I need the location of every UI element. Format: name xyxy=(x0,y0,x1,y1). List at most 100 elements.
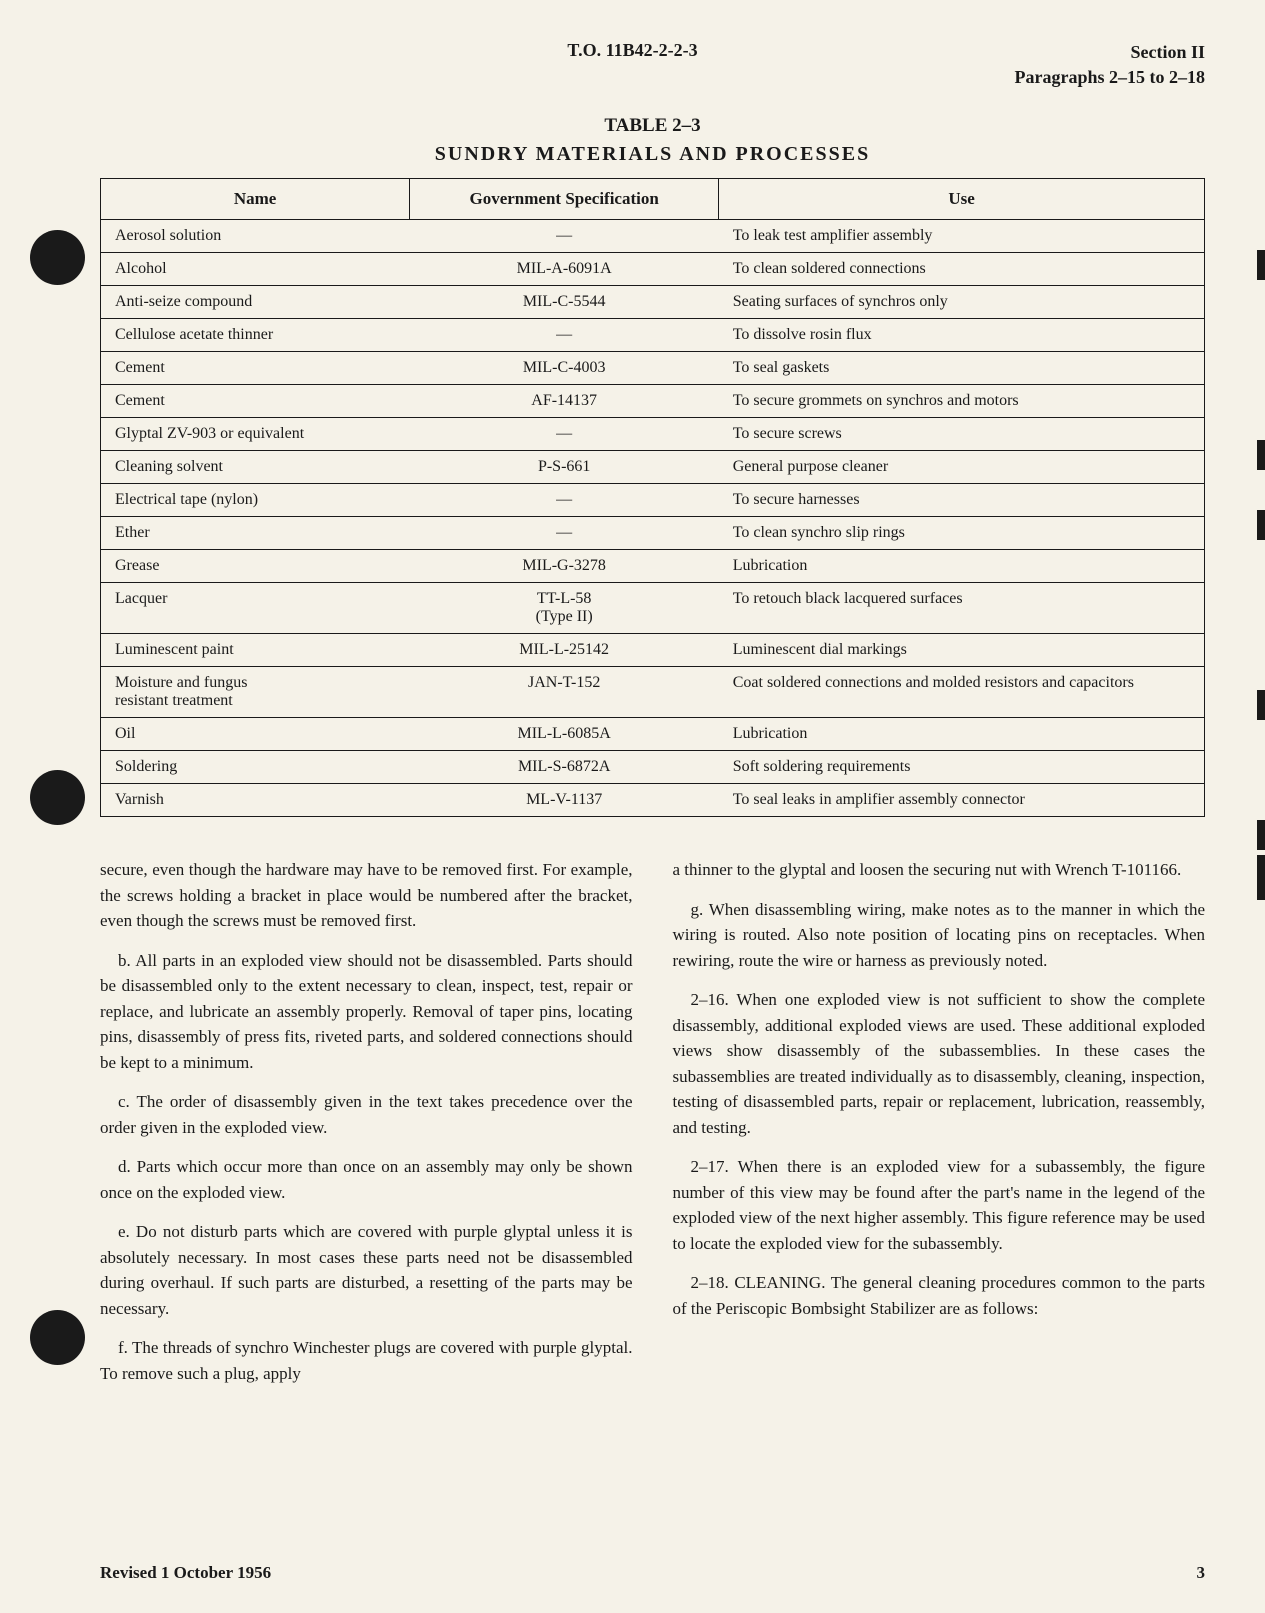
table-row: VarnishML-V-1137To seal leaks in amplifi… xyxy=(101,784,1205,817)
edge-mark xyxy=(1257,250,1265,280)
table-row: Anti-seize compoundMIL-C-5544Seating sur… xyxy=(101,286,1205,319)
table-cell: Luminescent dial markings xyxy=(719,634,1205,667)
table-cell: To dissolve rosin flux xyxy=(719,319,1205,352)
section-label: Section II xyxy=(1015,40,1206,65)
table-cell: To seal leaks in amplifier assembly conn… xyxy=(719,784,1205,817)
left-column: secure, even though the hardware may hav… xyxy=(100,857,633,1400)
body-para: 2–17. When there is an exploded view for… xyxy=(673,1154,1206,1256)
table-row: GreaseMIL-G-3278Lubrication xyxy=(101,550,1205,583)
table-cell: To secure screws xyxy=(719,418,1205,451)
table-row: Ether—To clean synchro slip rings xyxy=(101,517,1205,550)
table-cell: Cellulose acetate thinner xyxy=(101,319,410,352)
table-number: TABLE 2–3 xyxy=(100,115,1205,137)
table-cell: MIL-C-4003 xyxy=(410,352,719,385)
table-cell: ML-V-1137 xyxy=(410,784,719,817)
table-cell: MIL-L-25142 xyxy=(410,634,719,667)
table-row: CementMIL-C-4003To seal gaskets xyxy=(101,352,1205,385)
page-number: 3 xyxy=(1197,1563,1206,1583)
table-cell: Lacquer xyxy=(101,583,410,634)
punch-hole xyxy=(30,1310,85,1365)
table-cell: Anti-seize compound xyxy=(101,286,410,319)
table-cell: Lubrication xyxy=(719,718,1205,751)
table-cell: — xyxy=(410,517,719,550)
table-cell: MIL-S-6872A xyxy=(410,751,719,784)
table-cell: P-S-661 xyxy=(410,451,719,484)
page-footer: Revised 1 October 1956 3 xyxy=(100,1563,1205,1583)
punch-hole xyxy=(30,230,85,285)
body-para: b. All parts in an exploded view should … xyxy=(100,948,633,1076)
table-cell: Lubrication xyxy=(719,550,1205,583)
table-cell: MIL-G-3278 xyxy=(410,550,719,583)
table-header-row: Name Government Specification Use xyxy=(101,179,1205,220)
table-cell: Luminescent paint xyxy=(101,634,410,667)
table-row: Cleaning solventP-S-661General purpose c… xyxy=(101,451,1205,484)
table-cell: — xyxy=(410,484,719,517)
col-header-name: Name xyxy=(101,179,410,220)
table-cell: Grease xyxy=(101,550,410,583)
table-row: LacquerTT-L-58 (Type II)To retouch black… xyxy=(101,583,1205,634)
punch-hole xyxy=(30,770,85,825)
edge-mark xyxy=(1257,510,1265,540)
table-title: SUNDRY MATERIALS AND PROCESSES xyxy=(100,143,1205,166)
body-para: f. The threads of synchro Winchester plu… xyxy=(100,1335,633,1386)
table-row: SolderingMIL-S-6872ASoft soldering requi… xyxy=(101,751,1205,784)
body-para: e. Do not disturb parts which are covere… xyxy=(100,1219,633,1321)
body-para: d. Parts which occur more than once on a… xyxy=(100,1154,633,1205)
table-cell: To leak test amplifier assembly xyxy=(719,220,1205,253)
table-cell: Glyptal ZV-903 or equivalent xyxy=(101,418,410,451)
table-row: Glyptal ZV-903 or equivalent—To secure s… xyxy=(101,418,1205,451)
table-row: Aerosol solution—To leak test amplifier … xyxy=(101,220,1205,253)
body-para: a thinner to the glyptal and loosen the … xyxy=(673,857,1206,883)
table-cell: To clean synchro slip rings xyxy=(719,517,1205,550)
table-cell: Varnish xyxy=(101,784,410,817)
table-cell: Oil xyxy=(101,718,410,751)
table-cell: — xyxy=(410,418,719,451)
body-para: secure, even though the hardware may hav… xyxy=(100,857,633,934)
table-row: Moisture and fungus resistant treatmentJ… xyxy=(101,667,1205,718)
edge-mark xyxy=(1257,855,1265,900)
table-cell: Soldering xyxy=(101,751,410,784)
table-row: CementAF-14137To secure grommets on sync… xyxy=(101,385,1205,418)
table-row: Electrical tape (nylon)—To secure harnes… xyxy=(101,484,1205,517)
body-para: c. The order of disassembly given in the… xyxy=(100,1089,633,1140)
table-cell: — xyxy=(410,319,719,352)
table-cell: Moisture and fungus resistant treatment xyxy=(101,667,410,718)
table-cell: MIL-A-6091A xyxy=(410,253,719,286)
edge-mark xyxy=(1257,440,1265,470)
right-column: a thinner to the glyptal and loosen the … xyxy=(673,857,1206,1400)
table-cell: MIL-C-5544 xyxy=(410,286,719,319)
table-row: Cellulose acetate thinner—To dissolve ro… xyxy=(101,319,1205,352)
col-header-spec: Government Specification xyxy=(410,179,719,220)
table-cell: To clean soldered connections xyxy=(719,253,1205,286)
body-para: g. When disassembling wiring, make notes… xyxy=(673,897,1206,974)
col-header-use: Use xyxy=(719,179,1205,220)
table-cell: Cement xyxy=(101,385,410,418)
table-cell: Cleaning solvent xyxy=(101,451,410,484)
body-para: 2–16. When one exploded view is not suff… xyxy=(673,987,1206,1140)
revision-date: Revised 1 October 1956 xyxy=(100,1563,271,1583)
materials-table: Name Government Specification Use Aeroso… xyxy=(100,178,1205,817)
to-number: T.O. 11B42-2-2-3 xyxy=(567,40,697,61)
table-cell: To seal gaskets xyxy=(719,352,1205,385)
paragraphs-label: Paragraphs 2–15 to 2–18 xyxy=(1015,65,1206,90)
edge-mark xyxy=(1257,820,1265,850)
table-cell: — xyxy=(410,220,719,253)
table-cell: Soft soldering requirements xyxy=(719,751,1205,784)
table-cell: Seating surfaces of synchros only xyxy=(719,286,1205,319)
table-cell: To secure grommets on synchros and motor… xyxy=(719,385,1205,418)
table-cell: To secure harnesses xyxy=(719,484,1205,517)
table-cell: Alcohol xyxy=(101,253,410,286)
table-cell: Cement xyxy=(101,352,410,385)
body-text: secure, even though the hardware may hav… xyxy=(100,857,1205,1400)
table-row: Luminescent paintMIL-L-25142Luminescent … xyxy=(101,634,1205,667)
table-row: AlcoholMIL-A-6091ATo clean soldered conn… xyxy=(101,253,1205,286)
body-para: 2–18. CLEANING. The general cleaning pro… xyxy=(673,1270,1206,1321)
edge-mark xyxy=(1257,690,1265,720)
table-cell: MIL-L-6085A xyxy=(410,718,719,751)
table-cell: TT-L-58 (Type II) xyxy=(410,583,719,634)
table-row: OilMIL-L-6085ALubrication xyxy=(101,718,1205,751)
table-cell: Electrical tape (nylon) xyxy=(101,484,410,517)
table-cell: General purpose cleaner xyxy=(719,451,1205,484)
page-header: T.O. 11B42-2-2-3 Section II Paragraphs 2… xyxy=(100,40,1205,90)
table-cell: AF-14137 xyxy=(410,385,719,418)
